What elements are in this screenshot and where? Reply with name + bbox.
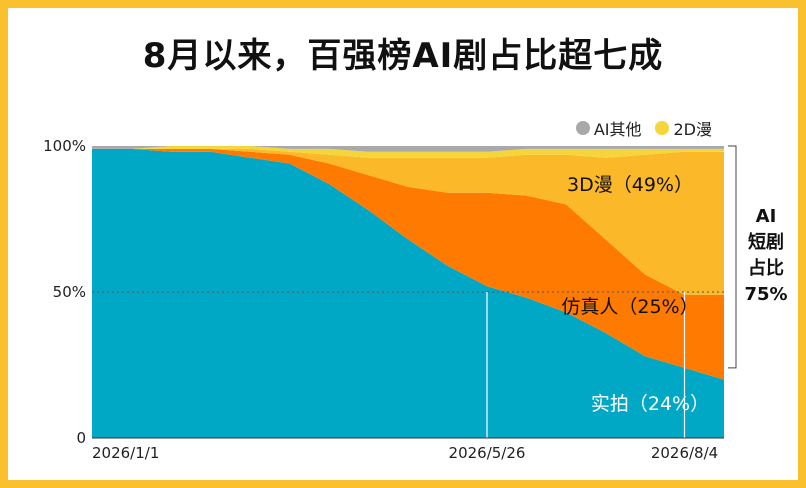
ai-share-label: AI 短剧 占比 75%: [738, 204, 794, 308]
legend-label-ai-other: AI其他: [593, 120, 642, 139]
ai-share-bracket: [728, 145, 737, 369]
ai-share-line1: AI: [755, 206, 777, 227]
y-tick-label-2: 100%: [43, 137, 86, 155]
ai-share-line2: 短剧: [748, 232, 784, 253]
legend-item-ai-other: AI其他: [575, 116, 642, 140]
series-area-1: [92, 148, 724, 380]
series-label-2: 3D漫（49%）: [567, 174, 693, 196]
series-area-3: [92, 146, 724, 158]
y-tick-label-0: 0: [76, 429, 86, 447]
ai-share-line3: 占比: [748, 258, 784, 279]
x-tick-label-2: 2026/8/4: [651, 444, 718, 462]
series-label-0: 实拍（24%）: [591, 393, 709, 415]
legend-swatch-ai-other: [575, 121, 590, 135]
series-label-1: 仿真人（25%）: [561, 296, 698, 318]
x-tick-label-1: 2026/5/26: [449, 444, 526, 462]
series-area-0: [92, 148, 724, 438]
legend-swatch-2d: [655, 121, 670, 135]
area-chart: 0 50% 100% 2026/1/1 2026/5/26 2026/8/4 实拍（24%）…: [43, 137, 737, 462]
y-tick-label-1: 50%: [53, 283, 86, 301]
series-area-4: [92, 146, 724, 152]
legend-label-2d: 2D漫: [673, 120, 712, 139]
x-tick-label-0: 2026/1/1: [92, 444, 159, 462]
series-area-2: [92, 148, 724, 295]
chart-title: 8月以来，百强榜AI剧占比超七成: [142, 36, 664, 76]
ai-share-line4: 75%: [744, 284, 788, 305]
legend: AI其他 2D漫: [575, 116, 712, 140]
legend-item-2d: 2D漫: [655, 116, 712, 140]
chart-card: 8月以来，百强榜AI剧占比超七成 AI其他 2D漫 0 50% 100% 2026/1…: [8, 8, 798, 480]
